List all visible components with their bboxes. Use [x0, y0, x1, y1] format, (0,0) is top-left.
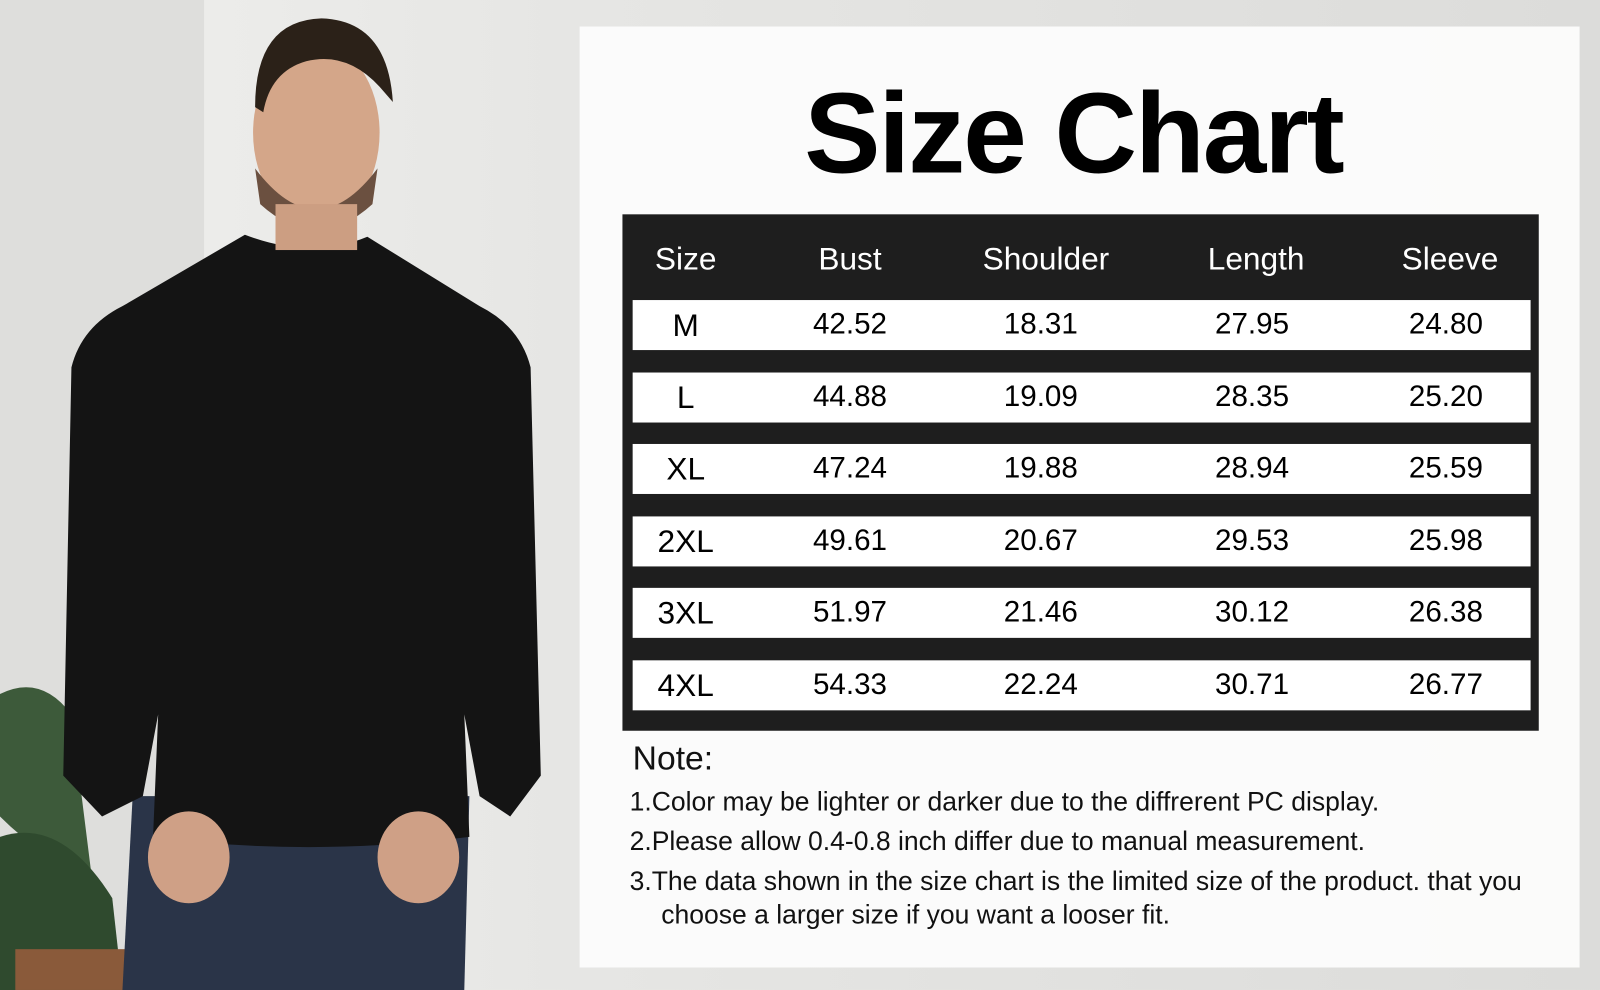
cell-bust: 42.52	[812, 308, 888, 341]
cell-bust: 47.24	[812, 452, 888, 485]
black-sweater	[63, 234, 541, 848]
cell-size: XL	[666, 451, 706, 487]
note-item: 1.Color may be lighter or darker due to …	[629, 785, 1380, 817]
cell-size: L	[676, 379, 695, 415]
cell-size: 2XL	[657, 523, 714, 559]
header-length: Length	[1207, 240, 1305, 277]
face	[253, 42, 380, 223]
cell-sleeve: 25.98	[1408, 524, 1483, 557]
cell-length: 30.71	[1215, 667, 1290, 701]
cell-sleeve: 24.80	[1408, 308, 1483, 341]
notes: Note: 1.Color may be lighter or darker d…	[630, 739, 1522, 931]
hair	[255, 18, 393, 113]
cell-bust: 51.97	[812, 596, 888, 629]
cell-length: 28.94	[1215, 452, 1290, 485]
cell-shoulder: 19.88	[1003, 452, 1078, 485]
notes-heading: Note:	[632, 738, 714, 777]
cell-size: 4XL	[657, 666, 714, 703]
table-header: Size Bust Shoulder Length Sleeve	[622, 239, 1538, 280]
cell-shoulder: 19.09	[1003, 380, 1078, 413]
cell-bust: 49.61	[812, 524, 888, 557]
note-item-continuation: choose a larger size if you want a loose…	[661, 899, 1170, 930]
cell-sleeve: 25.59	[1408, 452, 1483, 485]
header-size: Size	[654, 240, 717, 277]
cell-length: 30.12	[1215, 596, 1290, 629]
model-photo	[0, 0, 541, 990]
table-row: 3XL 51.97 21.46 30.12 26.38	[632, 587, 1531, 638]
cell-length: 29.53	[1215, 524, 1290, 557]
cell-shoulder: 20.67	[1003, 524, 1078, 557]
cell-size: 3XL	[657, 595, 714, 631]
table-row: 2XL 49.61 20.67 29.53 25.98	[632, 515, 1531, 566]
chart-title: Size Chart	[804, 69, 1345, 197]
cell-sleeve: 26.77	[1408, 667, 1483, 701]
cell-sleeve: 26.38	[1408, 596, 1483, 629]
table-row: M 42.52 18.31 27.95 24.80	[632, 300, 1531, 351]
size-table: Size Bust Shoulder Length Sleeve M 42.52 1…	[622, 214, 1539, 731]
cell-length: 28.35	[1215, 380, 1290, 413]
cell-size: M	[672, 307, 699, 343]
cell-length: 27.95	[1215, 308, 1290, 341]
table-row: 4XL 54.33 22.24 30.71 26.77	[632, 659, 1531, 710]
note-item: 2.Please allow 0.4-0.8 inch differ due t…	[629, 825, 1366, 857]
cell-sleeve: 25.20	[1408, 380, 1483, 413]
header-sleeve: Sleeve	[1401, 240, 1499, 277]
cell-shoulder: 22.24	[1003, 667, 1078, 701]
cell-shoulder: 18.31	[1003, 308, 1078, 341]
header-shoulder: Shoulder	[982, 240, 1110, 277]
table-row: XL 47.24 19.88 28.94 25.59	[632, 443, 1531, 494]
cell-shoulder: 21.46	[1003, 596, 1078, 629]
cell-bust: 54.33	[812, 667, 888, 701]
table-row: L 44.88 19.09 28.35 25.20	[632, 372, 1531, 423]
cell-bust: 44.88	[812, 380, 888, 413]
header-bust: Bust	[818, 240, 882, 277]
note-item: 3.The data shown in the size chart is th…	[629, 865, 1522, 897]
